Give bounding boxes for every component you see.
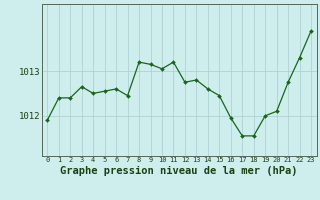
X-axis label: Graphe pression niveau de la mer (hPa): Graphe pression niveau de la mer (hPa)	[60, 166, 298, 176]
